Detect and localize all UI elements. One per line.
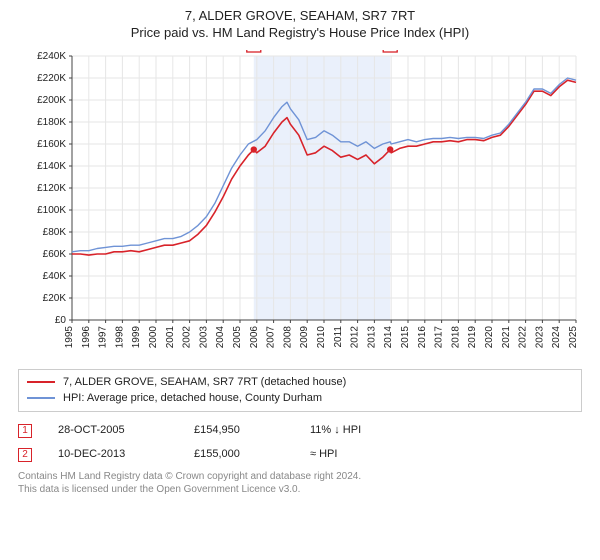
svg-text:2001: 2001	[165, 326, 176, 349]
svg-text:2024: 2024	[551, 326, 562, 349]
svg-text:£160K: £160K	[37, 139, 66, 150]
svg-text:1995: 1995	[64, 326, 75, 349]
svg-text:2002: 2002	[182, 326, 193, 349]
svg-text:2006: 2006	[249, 326, 260, 349]
svg-text:2: 2	[387, 50, 393, 52]
table-row: 2 10-DEC-2013 £155,000 ≈ HPI	[18, 442, 582, 466]
svg-text:2021: 2021	[501, 326, 512, 349]
legend-swatch-2	[27, 397, 55, 399]
svg-text:2003: 2003	[198, 326, 209, 349]
svg-text:£40K: £40K	[43, 271, 67, 282]
svg-text:1999: 1999	[131, 326, 142, 349]
tx-delta: 11% ↓ HPI	[310, 418, 430, 442]
tx-price: £155,000	[194, 442, 304, 466]
svg-text:2016: 2016	[417, 326, 428, 349]
svg-text:2005: 2005	[232, 326, 243, 349]
svg-text:2012: 2012	[350, 326, 361, 349]
svg-text:2010: 2010	[316, 326, 327, 349]
svg-text:2018: 2018	[450, 326, 461, 349]
svg-text:£80K: £80K	[43, 227, 67, 238]
svg-text:£200K: £200K	[37, 95, 66, 106]
chart-svg: £0 £20K £40K £60K £80K £100K £120K £140K £160K £1…	[18, 50, 582, 360]
legend-label-2: HPI: Average price, detached house, Coun…	[63, 390, 322, 406]
legend-item-series-2: HPI: Average price, detached house, Coun…	[27, 390, 573, 406]
title-line-2: Price paid vs. HM Land Registry's House …	[10, 25, 590, 40]
svg-text:1996: 1996	[81, 326, 92, 349]
tx-delta: ≈ HPI	[310, 442, 430, 466]
tx-date: 10-DEC-2013	[58, 442, 188, 466]
svg-text:2015: 2015	[400, 326, 411, 349]
footer-attribution: Contains HM Land Registry data © Crown c…	[18, 470, 582, 496]
svg-text:1998: 1998	[114, 326, 125, 349]
footer-line-1: Contains HM Land Registry data © Crown c…	[18, 470, 582, 483]
legend-item-series-1: 7, ALDER GROVE, SEAHAM, SR7 7RT (detache…	[27, 374, 573, 390]
svg-text:2014: 2014	[383, 326, 394, 349]
tx-price: £154,950	[194, 418, 304, 442]
chart-area: £0 £20K £40K £60K £80K £100K £120K £140K £160K £1…	[18, 50, 582, 363]
tx-date: 28-OCT-2005	[58, 418, 188, 442]
legend-label-1: 7, ALDER GROVE, SEAHAM, SR7 7RT (detache…	[63, 374, 346, 390]
marker-icon: 1	[18, 424, 32, 438]
svg-text:2019: 2019	[467, 326, 478, 349]
svg-text:2009: 2009	[299, 326, 310, 349]
marker-cell: 1	[18, 418, 52, 442]
svg-text:2000: 2000	[148, 326, 159, 349]
marker-icon: 2	[18, 448, 32, 462]
svg-text:£120K: £120K	[37, 183, 66, 194]
svg-text:2020: 2020	[484, 326, 495, 349]
svg-text:2023: 2023	[534, 326, 545, 349]
svg-text:1997: 1997	[98, 326, 109, 349]
svg-text:£180K: £180K	[37, 117, 66, 128]
svg-text:£0: £0	[55, 315, 67, 326]
svg-text:2013: 2013	[366, 326, 377, 349]
svg-text:£100K: £100K	[37, 205, 66, 216]
svg-text:2025: 2025	[568, 326, 579, 349]
footer-line-2: This data is licensed under the Open Gov…	[18, 483, 582, 496]
svg-text:2022: 2022	[518, 326, 529, 349]
svg-text:1: 1	[251, 50, 257, 52]
svg-text:2004: 2004	[215, 326, 226, 349]
title-line-1: 7, ALDER GROVE, SEAHAM, SR7 7RT	[10, 8, 590, 23]
svg-text:2007: 2007	[266, 326, 277, 349]
svg-text:£240K: £240K	[37, 51, 66, 62]
marker-cell: 2	[18, 442, 52, 466]
svg-text:2008: 2008	[282, 326, 293, 349]
table-row: 1 28-OCT-2005 £154,950 11% ↓ HPI	[18, 418, 582, 442]
svg-text:2011: 2011	[333, 326, 344, 348]
transactions-table: 1 28-OCT-2005 £154,950 11% ↓ HPI 2 10-DE…	[18, 418, 582, 466]
svg-text:£220K: £220K	[37, 73, 66, 84]
chart-title: 7, ALDER GROVE, SEAHAM, SR7 7RT Price pa…	[0, 0, 600, 44]
legend-box: 7, ALDER GROVE, SEAHAM, SR7 7RT (detache…	[18, 369, 582, 412]
svg-text:£20K: £20K	[43, 293, 67, 304]
svg-text:£140K: £140K	[37, 161, 66, 172]
legend-swatch-1	[27, 381, 55, 383]
chart-container: { "title": { "line1": "7, ALDER GROVE, S…	[0, 0, 600, 560]
svg-text:£60K: £60K	[43, 249, 67, 260]
svg-text:2017: 2017	[434, 326, 445, 349]
